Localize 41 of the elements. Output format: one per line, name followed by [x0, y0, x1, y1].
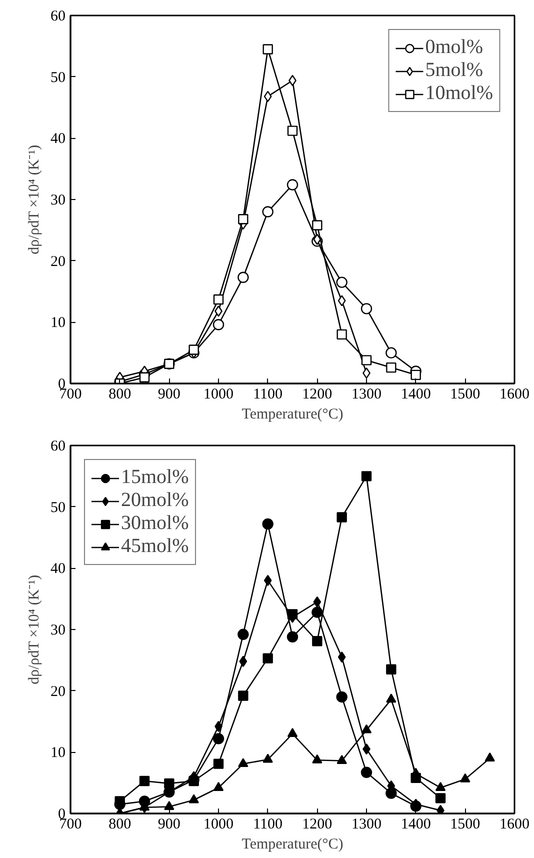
legend-label: 5mol% — [425, 59, 483, 82]
x-tick-label: 1500 — [450, 816, 480, 832]
y-tick-label: 60 — [50, 438, 66, 454]
legend-label: 20mol% — [121, 489, 189, 512]
x-axis-title: Temperature(°C) — [242, 406, 344, 422]
x-tick-label: 1000 — [204, 386, 234, 402]
y-tick-label: 50 — [50, 500, 66, 516]
x-tick-label: 1600 — [500, 816, 530, 832]
x-tick-label: 1200 — [302, 816, 332, 832]
y-axis-title: dρ/ρdT ×10⁴ (K⁻¹) — [26, 144, 42, 254]
y-tick-label: 60 — [50, 8, 66, 24]
legend-label: 0mol% — [425, 36, 483, 59]
x-tick-label: 900 — [158, 386, 180, 402]
x-tick-label: 1000 — [204, 816, 234, 832]
x-tick-label: 1300 — [352, 816, 382, 832]
x-tick-label: 800 — [108, 386, 132, 402]
y-tick-label: 20 — [50, 254, 66, 270]
x-tick-label: 1100 — [253, 816, 283, 832]
x-tick-label: 1400 — [400, 386, 431, 402]
legend-label: 15mol% — [121, 466, 189, 489]
legend-label: 30mol% — [121, 512, 189, 535]
y-tick-label: 50 — [50, 70, 66, 86]
y-tick-label: 10 — [50, 745, 66, 762]
y-tick-label: 20 — [50, 684, 66, 700]
y-tick-label: 10 — [50, 315, 66, 332]
x-axis-title: Temperature(°C) — [242, 836, 344, 852]
x-tick-label: 1300 — [352, 386, 382, 402]
x-tick-label: 1400 — [400, 816, 431, 832]
x-tick-label: 1100 — [253, 386, 283, 402]
y-tick-label: 40 — [50, 561, 66, 578]
y-axis-title: dρ/ρdT ×10⁴ (K⁻¹) — [26, 574, 42, 684]
x-tick-label: 800 — [108, 816, 132, 832]
x-tick-label: 1600 — [500, 386, 530, 402]
legend-label: 10mol% — [425, 82, 493, 105]
legend-label: 45mol% — [121, 535, 189, 558]
x-tick-label: 900 — [158, 816, 180, 832]
x-tick-label: 1200 — [302, 386, 332, 402]
y-tick-label: 30 — [50, 192, 66, 208]
x-tick-label: 1500 — [450, 386, 480, 402]
y-tick-label: 30 — [50, 622, 66, 638]
y-tick-label: 40 — [50, 131, 66, 148]
